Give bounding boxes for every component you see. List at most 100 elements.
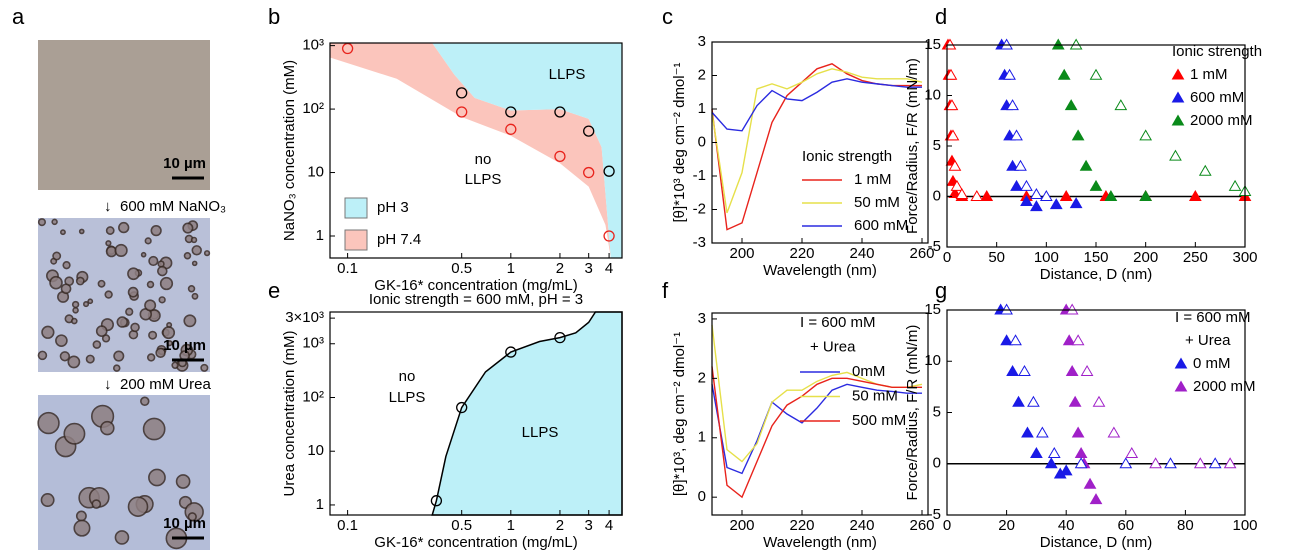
x-tick-label: 260 xyxy=(909,245,934,262)
droplet xyxy=(116,316,129,328)
droplet xyxy=(87,298,94,305)
x-tick-label: 220 xyxy=(789,517,814,534)
legend-title: I = 600 mM xyxy=(1175,309,1250,326)
y-tick-label: 10 xyxy=(307,442,324,459)
force-point xyxy=(1030,187,1043,199)
phase-point xyxy=(456,87,468,99)
force-point xyxy=(1164,457,1177,469)
legend-title: + Urea xyxy=(810,338,856,355)
force-point xyxy=(1035,426,1049,438)
phase-region xyxy=(330,43,611,258)
droplet xyxy=(157,260,165,268)
droplet xyxy=(78,228,85,235)
droplet xyxy=(63,422,86,445)
force-point xyxy=(1092,395,1106,407)
force-point xyxy=(1030,447,1043,458)
x-tick-label: 4 xyxy=(605,260,613,277)
x-tick-label: 0 xyxy=(943,517,951,534)
force-point xyxy=(1074,447,1088,458)
droplet xyxy=(52,251,62,261)
droplet xyxy=(190,236,198,244)
droplet xyxy=(118,221,130,234)
y-tick-label: 0 xyxy=(698,133,706,150)
force-point xyxy=(1047,447,1061,458)
force-point xyxy=(1080,365,1094,376)
droplet xyxy=(183,314,197,328)
force-point xyxy=(1193,457,1207,469)
y-tick-label: 3 xyxy=(698,33,706,50)
force-point xyxy=(1003,68,1016,80)
x-tick-label: 0.1 xyxy=(337,517,358,534)
force-point xyxy=(1009,334,1022,346)
droplet xyxy=(159,276,174,291)
force-point xyxy=(1188,190,1202,201)
force-point xyxy=(1057,68,1071,80)
droplet xyxy=(162,326,176,340)
x-axis-label: Distance, D (nm) xyxy=(1040,534,1153,551)
y-tick-label: 2 xyxy=(698,369,706,386)
y-tick-label: -1 xyxy=(693,167,706,184)
region-label: no xyxy=(399,368,416,385)
force-point xyxy=(1059,464,1073,476)
droplet xyxy=(105,240,112,247)
y-tick-label: 0 xyxy=(933,187,941,204)
y-tick-label: 5 xyxy=(933,403,941,420)
y-tick-label: 1 xyxy=(316,496,324,513)
x-tick-label: 0 xyxy=(943,249,951,266)
phase-point xyxy=(430,495,443,507)
droplet xyxy=(144,299,157,312)
legend-title: Ionic strength xyxy=(1172,43,1262,60)
force-point xyxy=(1198,164,1212,176)
plot-frame xyxy=(711,312,929,516)
force-point xyxy=(946,129,960,141)
y-axis-label: [θ]*10³, deg cm⁻² dmol⁻¹ xyxy=(671,332,688,496)
force-point xyxy=(980,190,994,201)
force-point xyxy=(1149,457,1162,469)
droplet xyxy=(114,530,130,545)
force-point xyxy=(1139,129,1153,141)
droplet xyxy=(127,496,149,517)
droplet xyxy=(100,420,115,436)
panel-label: g xyxy=(935,278,947,303)
droplet xyxy=(112,364,121,372)
y-tick-label: 10 xyxy=(307,164,324,181)
force-point xyxy=(1089,68,1103,80)
droplet xyxy=(37,411,60,435)
legend-label: 2000 mM xyxy=(1193,378,1256,395)
droplet xyxy=(114,243,128,258)
force-point xyxy=(1139,190,1153,201)
droplet xyxy=(187,285,196,293)
y-tick-label: 1 xyxy=(698,100,706,117)
legend-label: 1 mM xyxy=(1190,66,1228,83)
x-tick-label: 3 xyxy=(585,260,593,277)
panel-label: a xyxy=(12,4,25,29)
y-axis-label: [θ]*10³ deg cm⁻² dmol⁻¹ xyxy=(671,62,688,222)
phase-point xyxy=(505,106,517,118)
x-tick-label: 40 xyxy=(1058,517,1075,534)
y-tick-label: -3 xyxy=(693,234,706,251)
y-tick-label: -5 xyxy=(928,238,941,255)
force-point xyxy=(1065,303,1079,315)
droplet xyxy=(41,325,55,339)
x-tick-label: 240 xyxy=(849,517,874,534)
legend-label: 1 mM xyxy=(854,171,892,188)
step-arrow: ↓ xyxy=(104,376,112,393)
droplet xyxy=(125,307,134,316)
panel-label: c xyxy=(662,4,673,29)
force-point xyxy=(1039,190,1053,201)
droplet xyxy=(75,276,85,286)
droplet xyxy=(142,417,166,441)
y-tick-label: 15 xyxy=(924,301,941,318)
x-axis-label: Distance, D (nm) xyxy=(1040,266,1153,283)
droplet xyxy=(113,350,125,362)
y-axis-label: NaNO₃ concentration (mM) xyxy=(281,60,298,241)
force-point xyxy=(1014,159,1027,171)
force-point xyxy=(1074,457,1088,469)
region-label: no xyxy=(475,151,492,168)
x-tick-label: 0.5 xyxy=(451,517,472,534)
x-axis-label: Wavelength (nm) xyxy=(763,262,877,279)
droplet xyxy=(97,279,106,288)
droplet xyxy=(75,510,87,522)
legend-label: 600 mM xyxy=(1190,89,1244,106)
